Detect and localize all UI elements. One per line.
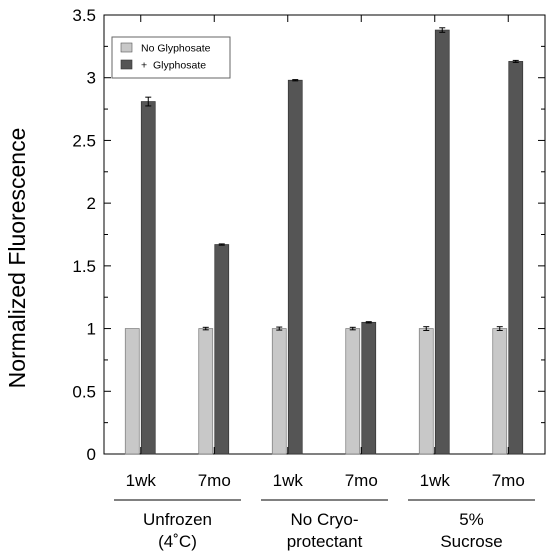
y-tick-label: 0 [87,445,96,464]
x-axis-ticks [140,15,509,454]
legend-label-no-glyphosate: No Glyphosate [141,43,211,55]
legend-swatch-glyphosate [120,59,133,70]
group-label-line: No Cryo- [290,510,358,529]
category-label: 7mo [492,471,525,490]
legend: No Glyphosate + Glyphosate [111,36,231,79]
bar-no-glyphosate [271,328,287,455]
y-axis-label: Normalized Fluorescence [4,128,30,389]
y-tick-label: 3 [87,69,96,88]
group-label-line: Unfrozen [143,510,212,529]
y-axis-ticks: 0 0.5 1 1.5 2 2.5 3 3.5 [72,6,545,464]
y-tick-label: 2.5 [72,131,96,150]
bar-glyphosate [140,101,156,455]
category-label: 1wk [420,471,451,490]
plot-border [103,14,546,455]
category-labels: 1wk 7mo 1wk 7mo 1wk 7mo [126,471,525,490]
category-label: 1wk [126,471,157,490]
bar-no-glyphosate [418,328,434,455]
legend-label-glyphosate: + Glyphosate [141,60,206,72]
group-label-line: Sucrose [440,532,502,551]
bar-no-glyphosate [492,328,508,455]
category-label: 7mo [198,471,231,490]
y-tick-label: 2 [87,194,96,213]
bar-glyphosate [434,29,450,455]
bars-layer [124,27,524,455]
group-label-line: protectant [287,532,363,551]
category-label: 1wk [273,471,304,490]
y-tick-label: 3.5 [72,6,96,25]
y-tick-label: 1.5 [72,257,96,276]
plot-frame [103,14,546,455]
bar-glyphosate [214,244,230,455]
bar-glyphosate [361,321,377,455]
group-labels: Unfrozen (4˚C) No Cryo-protectant 5% Sucrose [114,499,535,551]
legend-swatch-no-glyphosate [120,42,133,53]
bar-no-glyphosate [124,328,140,455]
bar-no-glyphosate [345,328,361,455]
group-label-line: (4˚C) [158,532,197,551]
y-tick-label: 0.5 [72,382,96,401]
category-label: 7mo [345,471,378,490]
bar-no-glyphosate [198,328,214,455]
bar-glyphosate [508,61,524,455]
y-tick-label: 1 [87,320,96,339]
group-label-line: 5% [459,510,484,529]
bar-glyphosate [287,79,303,455]
